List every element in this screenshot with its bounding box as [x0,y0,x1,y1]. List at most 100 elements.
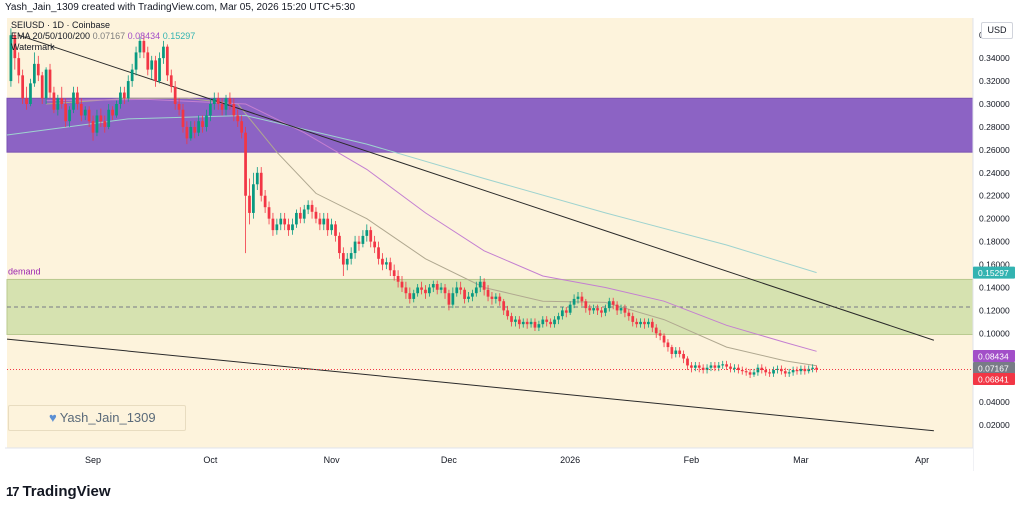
y-tick-label: 0.28000 [979,122,1010,132]
candle [126,75,130,102]
candle-body [279,218,283,225]
candle-body [674,350,678,354]
ema-legend[interactable]: EMA 20/50/100/200 0.07167 0.08434 0.1529… [11,31,195,41]
candle [244,126,247,254]
candle [76,86,79,110]
candle-body [662,335,666,343]
candle [25,86,28,110]
candle-body [122,92,126,99]
chart-frame[interactable]: demand0.360000.340000.320000.300000.2800… [5,18,1017,471]
candle [392,264,396,281]
candle-body [68,109,71,122]
candle-body [330,224,333,231]
candle-body [733,367,736,369]
candle-body [482,281,486,290]
candle [545,316,549,327]
candle-body [396,276,400,282]
candle-body [169,75,173,87]
candle [772,366,775,377]
candle [64,98,68,127]
candle [787,368,791,377]
candle [13,32,17,70]
candle-body [721,364,725,366]
candle-body [357,241,361,244]
candle-body [21,75,25,99]
candle-body [201,121,204,127]
candle-body [717,365,721,368]
candle-body [255,172,259,185]
candle [647,318,650,328]
candle-body [787,372,791,374]
candle [310,200,314,219]
candle-body [686,358,689,366]
candle-body [267,207,271,219]
ema20-line [46,97,817,367]
candle-body [29,83,32,104]
candle [439,282,443,294]
candle [48,63,52,99]
candle [635,318,639,328]
candle-body [525,321,529,325]
candle-body [783,371,787,374]
candle-body [678,350,682,354]
watermark-box: ♥ Yash_Jain_1309 [8,405,186,431]
candle [295,209,298,228]
candle [9,28,13,87]
candle-body [529,321,533,325]
candle [588,304,592,315]
heart-icon: ♥ [49,410,57,425]
candle [396,270,400,288]
tradingview-logo[interactable]: 17 TradingView [6,481,111,501]
candle [162,40,165,64]
candle [279,212,283,231]
candle-body [115,104,118,116]
candle [361,230,365,248]
candle-body [44,69,48,99]
candle [654,324,658,338]
candle-body [334,224,337,236]
candle [103,115,107,133]
x-tick-label: Oct [203,455,218,465]
candle-body [643,321,646,325]
candle [193,121,197,139]
candle [224,94,228,116]
candle-body [553,319,556,325]
candle-body [119,92,122,104]
candle [263,190,267,213]
candle-body [506,310,509,317]
candle-body [369,230,373,242]
candle [701,364,705,374]
candle-body [13,35,17,59]
currency-button[interactable]: USD [981,22,1013,39]
x-tick-label: Feb [684,455,700,465]
candle [564,306,568,318]
candle [463,287,466,304]
price-chart[interactable]: demand0.360000.340000.320000.300000.2800… [5,18,1017,471]
candle-body [72,92,75,110]
candle [670,344,674,359]
candle [502,298,506,315]
candle-body [126,81,130,99]
candle-body [611,301,615,305]
candle-body [576,296,580,299]
candle [138,37,142,59]
candle-body [744,371,748,373]
candle [541,316,545,328]
candle [236,109,240,127]
candle [40,71,44,104]
candle-body [165,46,169,76]
candle-body [216,98,220,104]
candle [557,312,560,325]
candle-body [36,63,40,76]
watermark-legend[interactable]: Watermark [11,42,55,52]
candle-body [197,121,201,133]
candle [666,339,670,352]
candle-body [736,367,740,371]
candle-body [549,321,552,325]
symbol-legend[interactable]: SEIUSD · 1D · Coinbase [11,20,111,30]
candle-body [772,370,775,374]
candle [478,276,482,293]
candle [803,365,807,375]
candle-body [181,109,185,127]
candle-body [467,296,470,299]
